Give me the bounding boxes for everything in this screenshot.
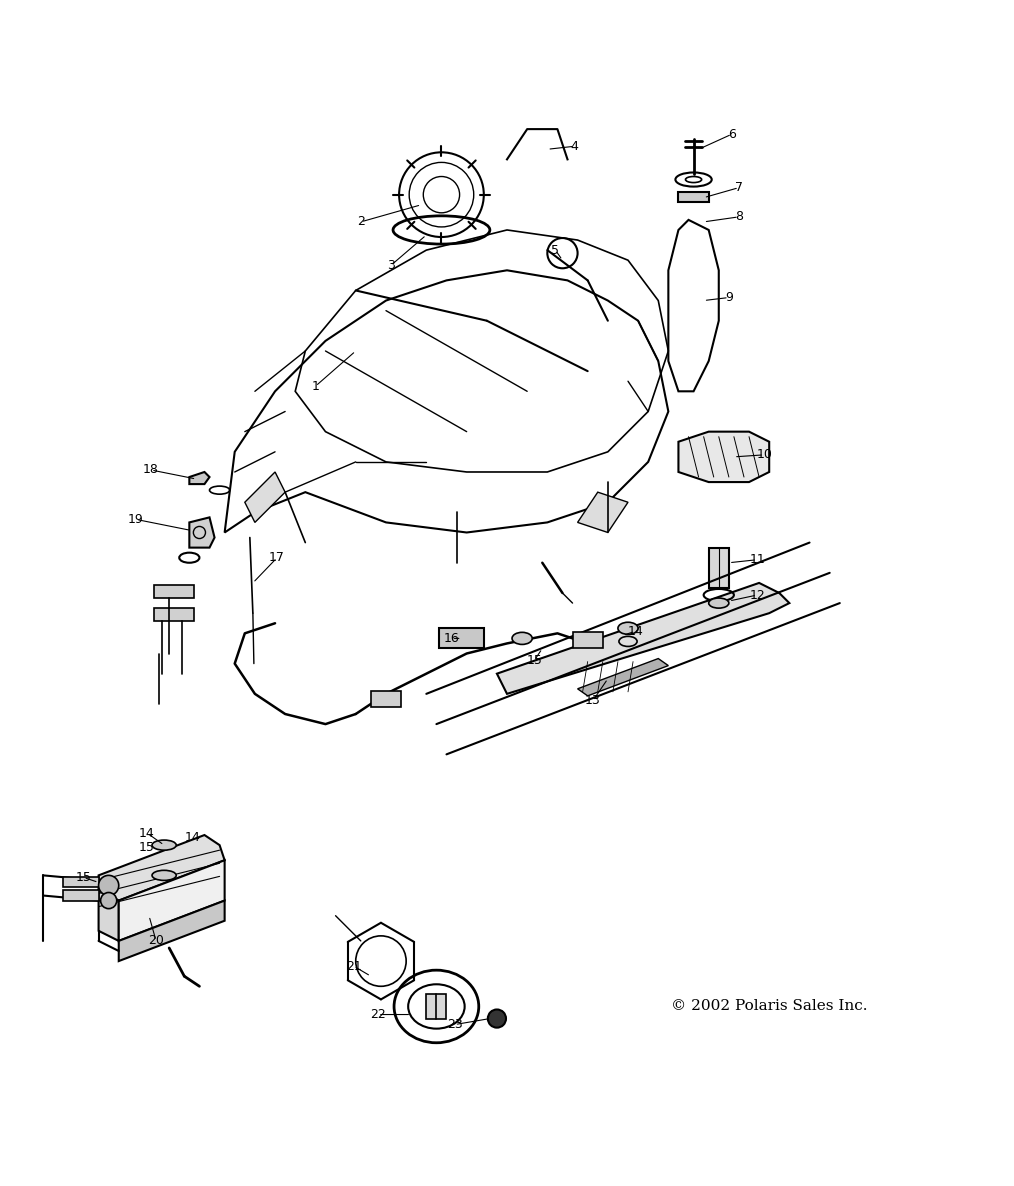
Text: 10: 10 — [756, 448, 772, 461]
Text: 21: 21 — [346, 959, 362, 973]
Text: 14: 14 — [628, 625, 643, 638]
Text: 7: 7 — [735, 181, 743, 195]
Ellipse shape — [512, 632, 532, 644]
Polygon shape — [678, 432, 770, 482]
Polygon shape — [190, 472, 210, 484]
Polygon shape — [98, 835, 225, 900]
Ellipse shape — [709, 598, 729, 608]
Text: © 2002 Polaris Sales Inc.: © 2002 Polaris Sales Inc. — [671, 1000, 867, 1014]
Text: 23: 23 — [447, 1018, 462, 1031]
Text: 15: 15 — [526, 653, 542, 667]
Polygon shape — [119, 900, 225, 961]
Text: 17: 17 — [269, 551, 285, 565]
Polygon shape — [244, 472, 285, 522]
Circle shape — [488, 1009, 506, 1027]
Polygon shape — [439, 629, 484, 649]
Text: 11: 11 — [749, 553, 765, 566]
Text: 16: 16 — [444, 632, 459, 645]
Circle shape — [98, 875, 119, 895]
Text: 9: 9 — [725, 291, 733, 304]
Text: 1: 1 — [311, 380, 319, 393]
Polygon shape — [709, 548, 729, 588]
Text: 18: 18 — [143, 464, 159, 477]
Polygon shape — [497, 582, 789, 694]
Ellipse shape — [152, 871, 176, 880]
Text: 5: 5 — [552, 243, 560, 256]
Text: 8: 8 — [735, 210, 743, 223]
Polygon shape — [578, 658, 668, 696]
Polygon shape — [154, 608, 195, 621]
Text: 15: 15 — [139, 841, 155, 854]
Text: 13: 13 — [585, 695, 600, 707]
Polygon shape — [63, 891, 98, 900]
Polygon shape — [678, 192, 709, 202]
Polygon shape — [119, 860, 225, 940]
Polygon shape — [98, 891, 119, 940]
Polygon shape — [63, 878, 98, 887]
Circle shape — [100, 893, 117, 908]
Polygon shape — [573, 632, 602, 649]
Text: 12: 12 — [749, 588, 765, 601]
Text: 19: 19 — [128, 512, 144, 525]
Text: 14: 14 — [185, 830, 200, 843]
Polygon shape — [578, 492, 628, 533]
Text: 20: 20 — [148, 935, 164, 948]
Text: 22: 22 — [370, 1008, 385, 1021]
Text: 15: 15 — [75, 871, 91, 884]
Polygon shape — [154, 585, 195, 598]
Text: 14: 14 — [139, 827, 155, 840]
Polygon shape — [426, 994, 446, 1019]
Polygon shape — [190, 517, 215, 548]
Text: 6: 6 — [728, 128, 736, 141]
Ellipse shape — [152, 840, 176, 850]
Ellipse shape — [618, 623, 638, 635]
Text: 4: 4 — [571, 140, 579, 153]
Polygon shape — [371, 690, 402, 707]
Text: 2: 2 — [357, 216, 365, 229]
Text: 3: 3 — [387, 259, 395, 272]
